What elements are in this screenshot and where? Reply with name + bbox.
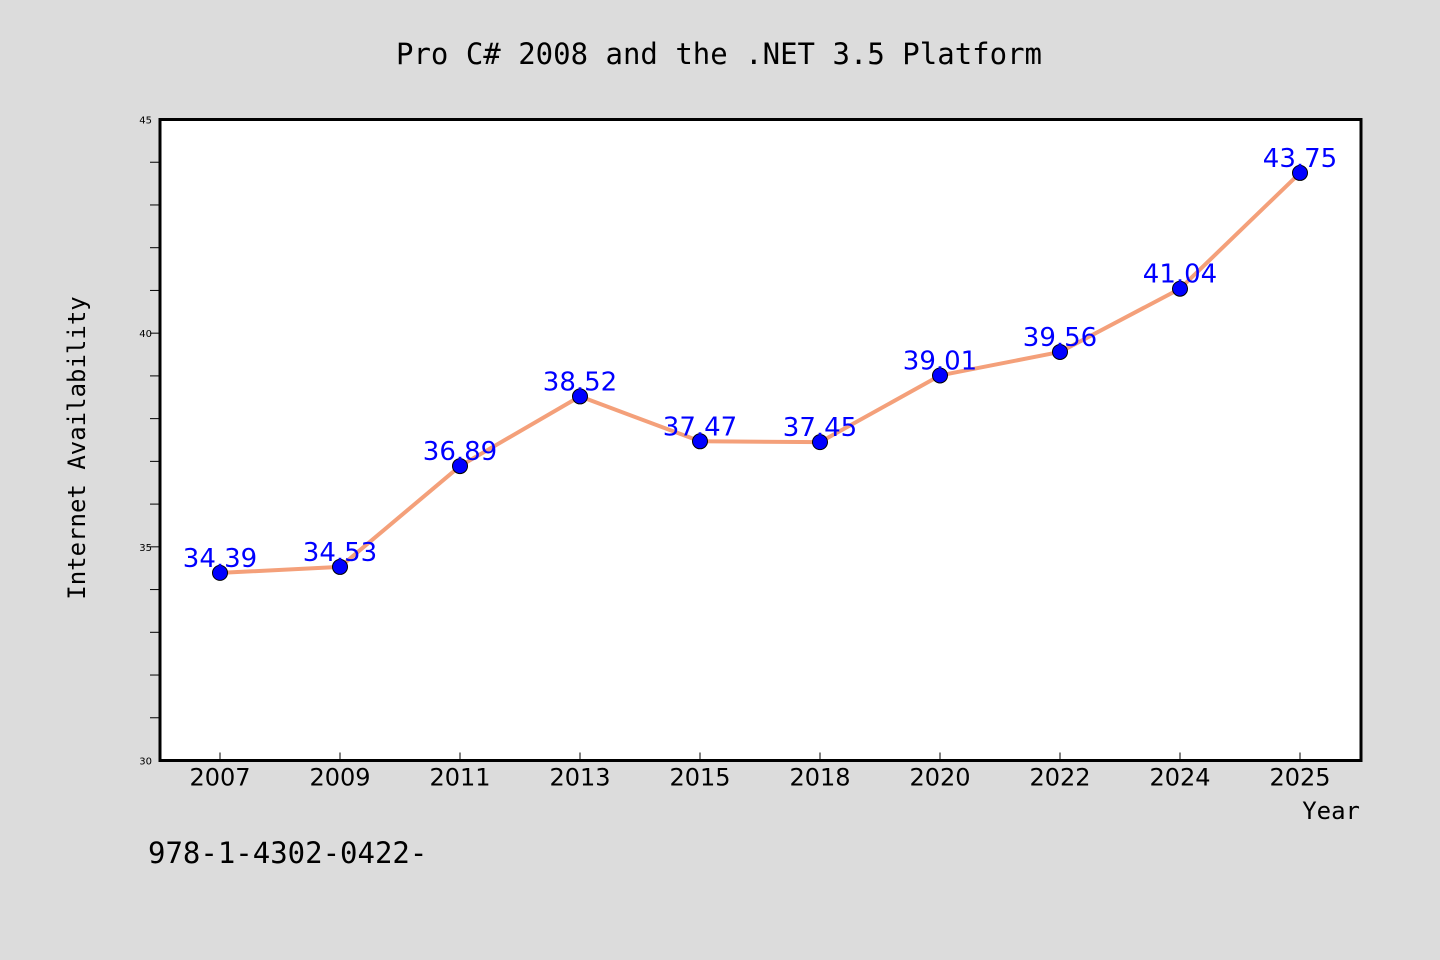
data-point-marker [572, 388, 588, 405]
data-point-marker [452, 458, 468, 475]
data-labels-group: 34.39 34.53 36.89 38.52 37.47 37.45 39.01 39.56… [183, 144, 1337, 574]
data-point-marker [1052, 343, 1068, 360]
data-point-label: 39.01 [903, 346, 977, 376]
y-tick-label: 40 [139, 329, 152, 340]
chart-title: Pro C# 2008 and the .NET 3.5 Platform [396, 37, 1042, 71]
y-tick-label: 45 [139, 116, 152, 127]
x-tick-label: 2011 [429, 764, 490, 792]
x-tick-label: 2024 [1149, 764, 1210, 792]
data-point-label: 41.04 [1143, 260, 1217, 290]
data-point-label: 36.89 [423, 437, 497, 467]
x-axis-ticks: 2007 2009 2011 2013 2015 2018 2020 2022 2024 2025 [189, 752, 1331, 792]
data-point-label: 39.56 [1023, 323, 1097, 353]
data-point-marker [332, 558, 348, 575]
y-axis-label: Internet Availability [63, 296, 91, 599]
data-point-label: 37.45 [783, 413, 857, 443]
data-point-label: 34.39 [183, 544, 257, 574]
data-point-marker [692, 433, 708, 450]
data-point-marker [1172, 280, 1188, 297]
data-point-marker [212, 564, 228, 581]
x-tick-label: 2015 [669, 764, 730, 792]
x-tick-label: 2007 [189, 764, 250, 792]
data-point-marker [932, 367, 948, 384]
y-tick-label: 35 [139, 543, 152, 554]
data-point-label: 43.75 [1263, 144, 1337, 174]
x-axis-label: Year [1302, 797, 1360, 825]
series-group [212, 164, 1308, 581]
y-axis-ticks: 30 35 40 45 [139, 116, 160, 768]
x-tick-label: 2020 [909, 764, 970, 792]
x-tick-label: 2025 [1269, 764, 1330, 792]
footer-isbn-text: 978-1-4302-0422- [148, 836, 427, 870]
x-tick-label: 2013 [549, 764, 610, 792]
x-tick-label: 2018 [789, 764, 850, 792]
x-tick-label: 2022 [1029, 764, 1090, 792]
series-line [218, 170, 1302, 575]
data-point-label: 34.53 [303, 538, 377, 568]
x-tick-label: 2009 [309, 764, 370, 792]
data-point-label: 38.52 [543, 367, 617, 397]
data-point-label: 37.47 [663, 412, 737, 442]
y-tick-label: 30 [139, 757, 152, 768]
data-point-marker [812, 434, 828, 451]
data-point-marker [1292, 164, 1308, 181]
